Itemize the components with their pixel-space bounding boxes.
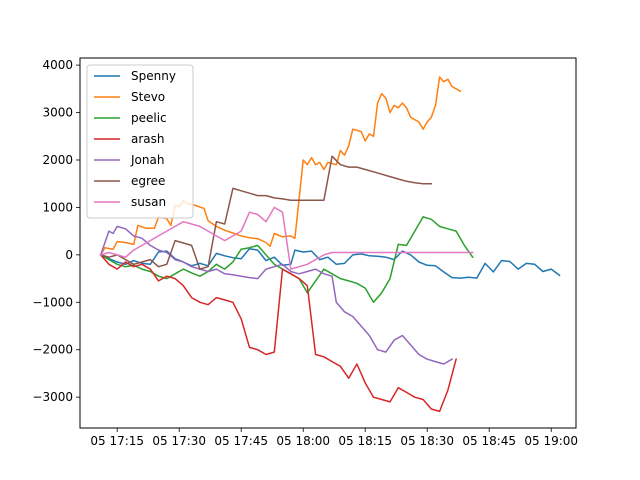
y-tick-label: 2000 bbox=[42, 153, 73, 167]
y-tick-label: −3000 bbox=[32, 390, 73, 404]
x-tick-label: 05 18:00 bbox=[276, 434, 330, 448]
legend-label-arash: arash bbox=[131, 132, 165, 146]
x-tick-label: 05 18:30 bbox=[400, 434, 454, 448]
series-line-arash bbox=[99, 253, 458, 413]
legend-label-spenny: Spenny bbox=[131, 69, 176, 83]
legend-label-stevo: Stevo bbox=[131, 90, 165, 104]
series-line-jonah bbox=[99, 225, 454, 365]
x-tick-label: 05 17:30 bbox=[152, 434, 206, 448]
x-tick-label: 05 18:45 bbox=[462, 434, 516, 448]
y-tick-label: 0 bbox=[65, 248, 73, 262]
x-tick-label: 05 19:00 bbox=[524, 434, 578, 448]
y-axis: −3000 −2000 −1000 0 1000 2000 3000 4000 bbox=[32, 58, 80, 404]
y-tick-label: 3000 bbox=[42, 106, 73, 120]
x-tick-label: 05 18:15 bbox=[338, 434, 392, 448]
legend: Spenny Stevo peelic arash Jonah egree susan bbox=[86, 64, 194, 219]
x-tick-label: 05 17:15 bbox=[90, 434, 144, 448]
y-tick-label: −2000 bbox=[32, 343, 73, 357]
legend-label-jonah: Jonah bbox=[130, 153, 164, 167]
series-layer bbox=[99, 76, 561, 413]
series-line-susan bbox=[99, 206, 474, 270]
y-tick-label: 1000 bbox=[42, 200, 73, 214]
legend-label-peelic: peelic bbox=[131, 111, 167, 125]
series-line-stevo bbox=[99, 76, 462, 256]
x-tick-label: 05 17:45 bbox=[214, 434, 268, 448]
y-tick-label: −1000 bbox=[32, 295, 73, 309]
legend-frame bbox=[86, 64, 194, 219]
plot-area-frame bbox=[79, 57, 577, 429]
x-axis: 05 17:15 05 17:30 05 17:45 05 18:00 05 18:15… bbox=[90, 428, 578, 448]
legend-label-susan: susan bbox=[131, 195, 166, 209]
legend-label-egree: egree bbox=[131, 174, 165, 188]
y-tick-label: 4000 bbox=[42, 58, 73, 72]
series-line-egree bbox=[99, 155, 433, 270]
